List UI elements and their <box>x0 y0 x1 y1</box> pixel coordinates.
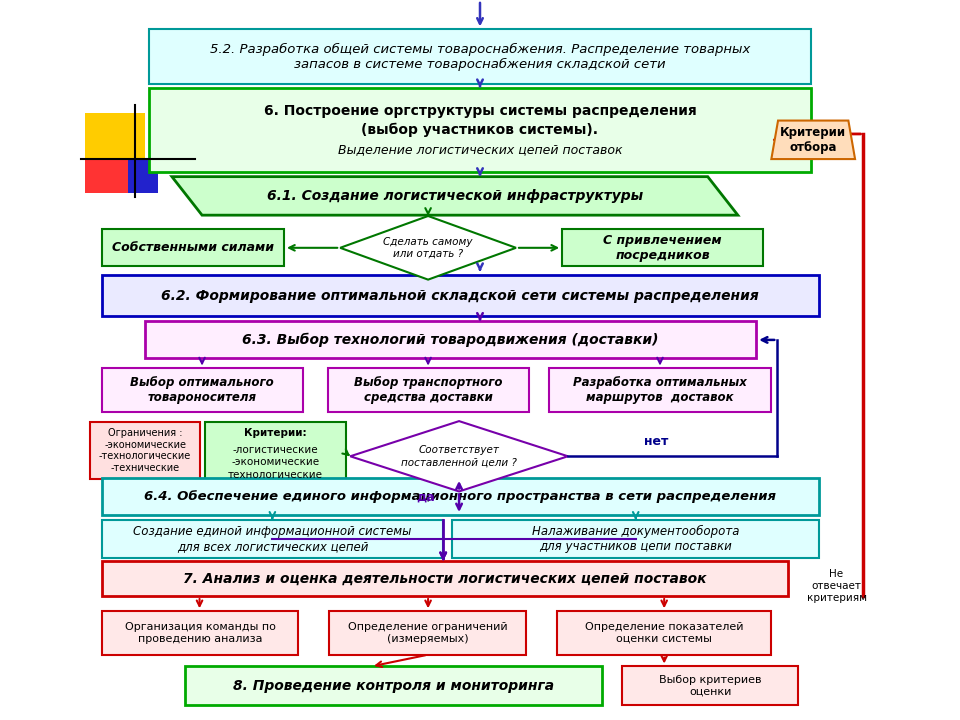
FancyBboxPatch shape <box>102 274 819 317</box>
Polygon shape <box>350 421 568 492</box>
Text: технологические: технологические <box>228 469 324 480</box>
FancyBboxPatch shape <box>102 230 284 266</box>
Text: Определение ограничений
(измеряемых): Определение ограничений (измеряемых) <box>348 622 508 644</box>
Text: Разработка оптимальных
маршрутов  доставок: Разработка оптимальных маршрутов доставо… <box>573 376 747 404</box>
Text: 5.2. Разработка общей системы товароснабжения. Распределение товарных
запасов в : 5.2. Разработка общей системы товароснаб… <box>210 42 750 71</box>
FancyBboxPatch shape <box>102 561 788 596</box>
FancyBboxPatch shape <box>102 369 302 412</box>
FancyBboxPatch shape <box>90 422 201 479</box>
Text: нет: нет <box>643 435 668 448</box>
FancyBboxPatch shape <box>185 667 602 705</box>
FancyBboxPatch shape <box>327 369 529 412</box>
Text: 6.1. Создание логистической инфраструктуры: 6.1. Создание логистической инфраструкту… <box>267 189 643 203</box>
Text: 8. Проведение контроля и мониторинга: 8. Проведение контроля и мониторинга <box>233 679 554 693</box>
Text: Выделение логистических цепей поставок: Выделение логистических цепей поставок <box>338 143 622 156</box>
FancyBboxPatch shape <box>102 520 444 559</box>
Text: Критерии
отбора: Критерии отбора <box>780 126 847 154</box>
FancyBboxPatch shape <box>150 88 810 171</box>
FancyBboxPatch shape <box>205 422 346 484</box>
Text: (выбор участников системы).: (выбор участников системы). <box>362 122 598 137</box>
FancyBboxPatch shape <box>549 369 771 412</box>
FancyBboxPatch shape <box>102 478 819 515</box>
Text: 7. Анализ и оценка деятельности логистических цепей поставок: 7. Анализ и оценка деятельности логистич… <box>183 572 707 585</box>
Text: -экономические: -экономические <box>231 457 320 467</box>
FancyBboxPatch shape <box>562 230 763 266</box>
Text: 6.3. Выбор технологий товародвижения (доставки): 6.3. Выбор технологий товародвижения (до… <box>243 333 659 347</box>
Text: Критерии:: Критерии: <box>245 428 307 438</box>
Text: Определение показателей
оценки системы: Определение показателей оценки системы <box>585 622 743 644</box>
FancyBboxPatch shape <box>102 611 299 654</box>
Text: Соответствует
поставленной цели ?: Соответствует поставленной цели ? <box>401 446 517 467</box>
Text: 6.4. Обеспечение единого информационного пространства в сети распределения: 6.4. Обеспечение единого информационного… <box>144 490 777 503</box>
Bar <box>84 159 131 192</box>
Polygon shape <box>172 176 738 215</box>
FancyBboxPatch shape <box>622 667 798 705</box>
Text: 6.2. Формирование оптимальной складской сети системы распределения: 6.2. Формирование оптимальной складской … <box>161 289 759 302</box>
Text: Выбор транспортного
средства доставки: Выбор транспортного средства доставки <box>354 376 502 404</box>
Text: 6. Построение оргструктуры системы распределения: 6. Построение оргструктуры системы распр… <box>264 104 696 118</box>
Text: Создание единой информационной системы
для всех логистических цепей: Создание единой информационной системы д… <box>133 525 412 553</box>
Bar <box>129 159 157 192</box>
Text: Сделать самому
или отдать ?: Сделать самому или отдать ? <box>383 237 473 258</box>
Text: -логистические: -логистические <box>233 445 319 455</box>
Text: Ограничения :
-экономические
-технологические
-технические: Ограничения : -экономические -технологич… <box>99 428 191 473</box>
Text: да: да <box>417 491 435 504</box>
Text: Собственными силами: Собственными силами <box>111 241 274 254</box>
FancyBboxPatch shape <box>452 520 819 559</box>
Text: С привлечением
посредников: С привлечением посредников <box>603 234 722 262</box>
FancyBboxPatch shape <box>557 611 771 654</box>
Polygon shape <box>771 120 855 159</box>
FancyBboxPatch shape <box>150 30 810 84</box>
Text: Налаживание документооборота
для участников цепи поставки: Налаживание документооборота для участни… <box>532 525 739 553</box>
FancyBboxPatch shape <box>329 611 526 654</box>
Text: Не
отвечает
критериям: Не отвечает критериям <box>806 570 867 603</box>
Text: Выбор критериев
оценки: Выбор критериев оценки <box>659 675 761 696</box>
FancyBboxPatch shape <box>145 322 756 359</box>
Bar <box>84 113 145 159</box>
Polygon shape <box>340 216 516 279</box>
Text: Организация команды по
проведению анализа: Организация команды по проведению анализ… <box>125 622 276 644</box>
Text: Выбор оптимального
товароносителя: Выбор оптимального товароносителя <box>131 376 274 404</box>
